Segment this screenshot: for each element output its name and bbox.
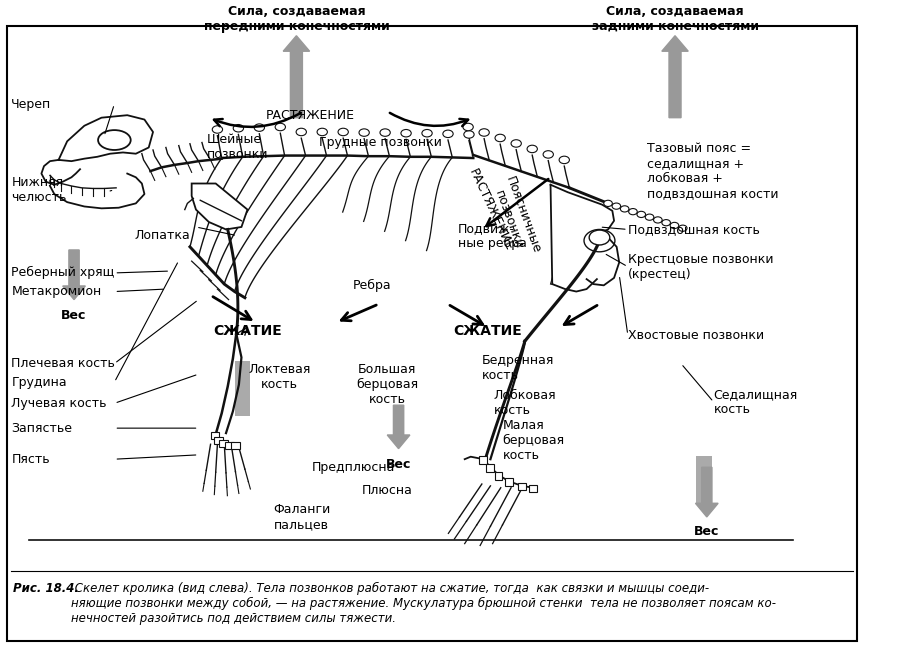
Bar	[231, 442, 240, 449]
Text: Локтевая
кость: Локтевая кость	[248, 363, 311, 391]
Text: Седалищная
кость: Седалищная кость	[714, 388, 798, 416]
Text: Подвздошная кость: Подвздошная кость	[627, 223, 759, 236]
Ellipse shape	[422, 129, 432, 137]
Ellipse shape	[628, 208, 638, 215]
Text: Грудина: Грудина	[11, 376, 67, 389]
Text: Череп: Череп	[11, 98, 51, 111]
Ellipse shape	[317, 128, 327, 136]
Bar	[495, 472, 503, 479]
Ellipse shape	[679, 225, 687, 232]
Text: Грудные позвонки: Грудные позвонки	[319, 136, 442, 149]
Bar	[505, 478, 513, 486]
Text: Метакромион: Метакромион	[11, 285, 102, 298]
Text: Хвостовые позвонки: Хвостовые позвонки	[627, 329, 764, 342]
Text: СЖАТИЕ: СЖАТИЕ	[453, 324, 522, 338]
Ellipse shape	[604, 201, 613, 206]
Ellipse shape	[213, 126, 223, 133]
FancyArrow shape	[387, 405, 409, 448]
Text: Рис. 18.4.: Рис. 18.4.	[13, 582, 79, 595]
Text: Пясть: Пясть	[11, 453, 50, 466]
FancyArrow shape	[661, 36, 688, 118]
Circle shape	[589, 230, 610, 245]
Text: Ребра: Ребра	[353, 279, 392, 292]
Text: Тазовый пояс =
седалищная +
лобковая +
подвздошная кости: Тазовый пояс = седалищная + лобковая + п…	[647, 142, 779, 200]
Text: СЖАТИЕ: СЖАТИЕ	[213, 324, 282, 338]
Ellipse shape	[479, 129, 489, 137]
Ellipse shape	[662, 219, 671, 226]
Bar	[696, 456, 712, 503]
Text: РАСТЯЖЕНИЕ: РАСТЯЖЕНИЕ	[266, 109, 354, 122]
Bar	[234, 361, 250, 416]
Ellipse shape	[463, 131, 474, 138]
Bar	[529, 485, 537, 492]
Text: Большая
берцовая
кость: Большая берцовая кость	[356, 363, 419, 406]
Ellipse shape	[255, 124, 265, 131]
Ellipse shape	[671, 223, 679, 228]
Text: РАСТЯЖЕНИЕ: РАСТЯЖЕНИЕ	[465, 166, 515, 253]
Ellipse shape	[637, 212, 646, 217]
Bar	[219, 440, 228, 447]
Text: Скелет кролика (вид слева). Тела позвонков работают на сжатие, тогда  как связки: Скелет кролика (вид слева). Тела позвонк…	[71, 582, 777, 626]
FancyArrow shape	[695, 467, 718, 517]
Text: Подвиж-
ные ребра: Подвиж- ные ребра	[458, 222, 527, 250]
Ellipse shape	[620, 206, 629, 212]
Polygon shape	[41, 160, 80, 185]
Text: Поясничные
позвонки: Поясничные позвонки	[489, 174, 543, 260]
Ellipse shape	[380, 129, 390, 137]
Text: Малая
берцовая
кость: Малая берцовая кость	[503, 419, 564, 462]
Text: Нижняя
челюсть: Нижняя челюсть	[11, 176, 67, 204]
Text: Вес: Вес	[386, 458, 411, 471]
Bar	[518, 483, 526, 490]
Ellipse shape	[296, 128, 307, 136]
Text: Вес: Вес	[694, 525, 719, 538]
Ellipse shape	[612, 203, 621, 209]
Text: Плечевая кость: Плечевая кость	[11, 357, 115, 370]
Text: Шейные
позвонки: Шейные позвонки	[207, 133, 268, 162]
FancyArrow shape	[283, 36, 310, 118]
Ellipse shape	[511, 140, 521, 147]
Text: Сила, создаваемая
передними конечностями: Сила, создаваемая передними конечностями	[203, 5, 389, 32]
Bar	[479, 456, 487, 463]
Text: Лобковая
кость: Лобковая кость	[494, 389, 557, 417]
Polygon shape	[59, 115, 153, 161]
Text: Реберный хрящ: Реберный хрящ	[11, 267, 115, 280]
Polygon shape	[586, 234, 619, 285]
Bar	[486, 464, 494, 472]
Ellipse shape	[559, 156, 570, 164]
Ellipse shape	[401, 129, 411, 137]
Bar	[214, 437, 223, 444]
Ellipse shape	[527, 145, 538, 153]
Ellipse shape	[653, 217, 662, 223]
Text: Запястье: Запястье	[11, 422, 72, 435]
Ellipse shape	[645, 214, 654, 220]
Ellipse shape	[463, 124, 474, 131]
Text: Сила, создаваемая
задними конечностями: Сила, создаваемая задними конечностями	[592, 5, 758, 32]
Text: Бедренная
кость: Бедренная кость	[482, 354, 554, 382]
Polygon shape	[50, 173, 145, 208]
Text: Плюсна: Плюсна	[362, 484, 413, 497]
Polygon shape	[191, 184, 247, 230]
Bar	[225, 442, 234, 449]
Text: Крестцовые позвонки
(крестец): Крестцовые позвонки (крестец)	[627, 253, 773, 281]
Ellipse shape	[234, 124, 244, 132]
Text: Лучевая кость: Лучевая кость	[11, 397, 107, 410]
Ellipse shape	[543, 151, 553, 158]
Ellipse shape	[338, 128, 348, 136]
Text: Лопатка: Лопатка	[134, 229, 190, 242]
Ellipse shape	[275, 124, 286, 131]
Text: Вес: Вес	[61, 309, 87, 322]
Ellipse shape	[359, 129, 369, 137]
FancyArrow shape	[62, 250, 85, 300]
Text: Фаланги
пальцев: Фаланги пальцев	[273, 503, 330, 531]
Bar	[211, 432, 219, 439]
Polygon shape	[551, 185, 614, 234]
Ellipse shape	[442, 130, 453, 138]
Ellipse shape	[495, 134, 506, 142]
Text: Предплюсна: Предплюсна	[311, 461, 395, 474]
